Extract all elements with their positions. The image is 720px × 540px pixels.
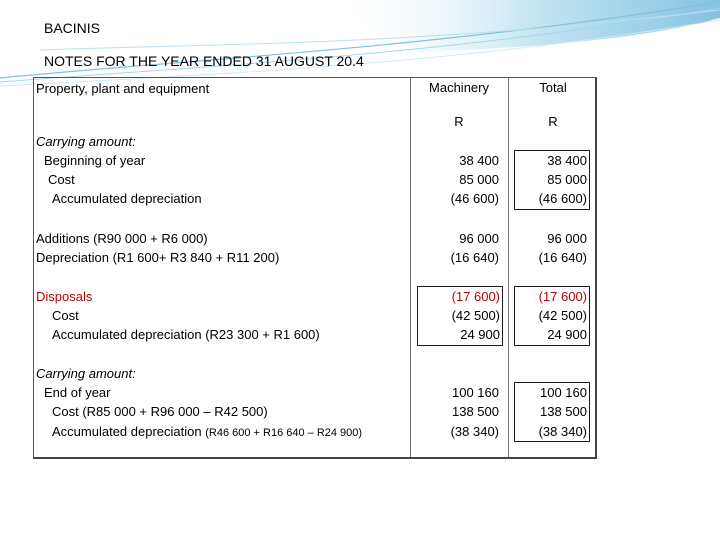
additions-label: Additions (R90 000 + R6 000) xyxy=(36,231,208,246)
unit-total: R xyxy=(548,114,558,129)
carrying-amount-label: Carrying amount: xyxy=(36,134,136,149)
column-divider xyxy=(508,78,509,457)
total-begin-box: 38 400 85 000 (46 600) xyxy=(514,150,590,210)
disposals-machinery: (17 600) xyxy=(451,289,500,304)
disposals-acc-dep-label: Accumulated depreciation (R23 300 + R1 6… xyxy=(52,327,320,342)
additions-total: 96 000 xyxy=(547,231,587,246)
disposals-total-cost: (42 500) xyxy=(538,308,587,323)
col-header-machinery: Machinery xyxy=(429,80,489,95)
end-acc-dep-text: Accumulated depreciation xyxy=(52,424,202,439)
beginning-label: Beginning of year xyxy=(44,153,146,168)
disposals-label: Disposals xyxy=(36,289,93,304)
end-cost-label: Cost (R85 000 + R96 000 – R42 500) xyxy=(52,404,268,419)
carrying-amount-end-label: Carrying amount: xyxy=(36,366,136,381)
depreciation-total: (16 640) xyxy=(538,250,587,265)
decorative-swoosh xyxy=(0,0,720,87)
section-title: Property, plant and equipment xyxy=(36,81,210,96)
cost-label: Cost xyxy=(48,172,75,187)
end-machinery-carrying: 100 160 xyxy=(452,385,499,400)
end-total-carrying: 100 160 xyxy=(540,385,587,400)
begin-total-cost: 85 000 xyxy=(547,172,587,187)
total-end-box: 100 160 138 500 (38 340) xyxy=(514,382,590,442)
disposals-machinery-acc-dep: 24 900 xyxy=(460,327,500,342)
begin-total-acc-dep: (46 600) xyxy=(538,191,587,206)
ppe-table: Property, plant and equipment Machinery … xyxy=(33,77,597,459)
disposals-total: (17 600) xyxy=(538,289,587,304)
begin-machinery-carrying: 38 400 xyxy=(459,153,499,168)
begin-machinery-cost: 85 000 xyxy=(459,172,499,187)
depreciation-machinery: (16 640) xyxy=(450,250,499,265)
col-header-total: Total xyxy=(539,80,567,95)
disposals-machinery-cost: (42 500) xyxy=(451,308,500,323)
total-disposals-box: (17 600) (42 500) 24 900 xyxy=(514,286,590,346)
acc-dep-label: Accumulated depreciation xyxy=(52,191,202,206)
machinery-disposals-box: (17 600) (42 500) 24 900 xyxy=(417,286,503,346)
end-machinery-cost: 138 500 xyxy=(452,404,499,419)
disposals-total-acc-dep: 24 900 xyxy=(547,327,587,342)
end-total-acc-dep: (38 340) xyxy=(538,424,587,439)
additions-machinery: 96 000 xyxy=(459,231,499,246)
unit-machinery: R xyxy=(454,114,464,129)
end-of-year-label: End of year xyxy=(44,385,111,400)
end-acc-dep-label: Accumulated depreciation (R46 600 + R16 … xyxy=(52,422,362,443)
begin-total-carrying: 38 400 xyxy=(547,153,587,168)
depreciation-label: Depreciation (R1 600+ R3 840 + R11 200) xyxy=(36,250,280,265)
end-acc-dep-detail: (R46 600 + R16 640 – R24 900) xyxy=(205,427,363,439)
column-divider xyxy=(410,78,411,457)
end-machinery-acc-dep: (38 340) xyxy=(450,424,499,439)
end-total-cost: 138 500 xyxy=(540,404,587,419)
company-name: BACINIS xyxy=(44,20,101,36)
disposals-cost-label: Cost xyxy=(52,308,79,323)
begin-machinery-acc-dep: (46 600) xyxy=(450,191,499,206)
notes-heading: NOTES FOR THE YEAR ENDED 31 AUGUST 20.4 xyxy=(44,53,364,69)
